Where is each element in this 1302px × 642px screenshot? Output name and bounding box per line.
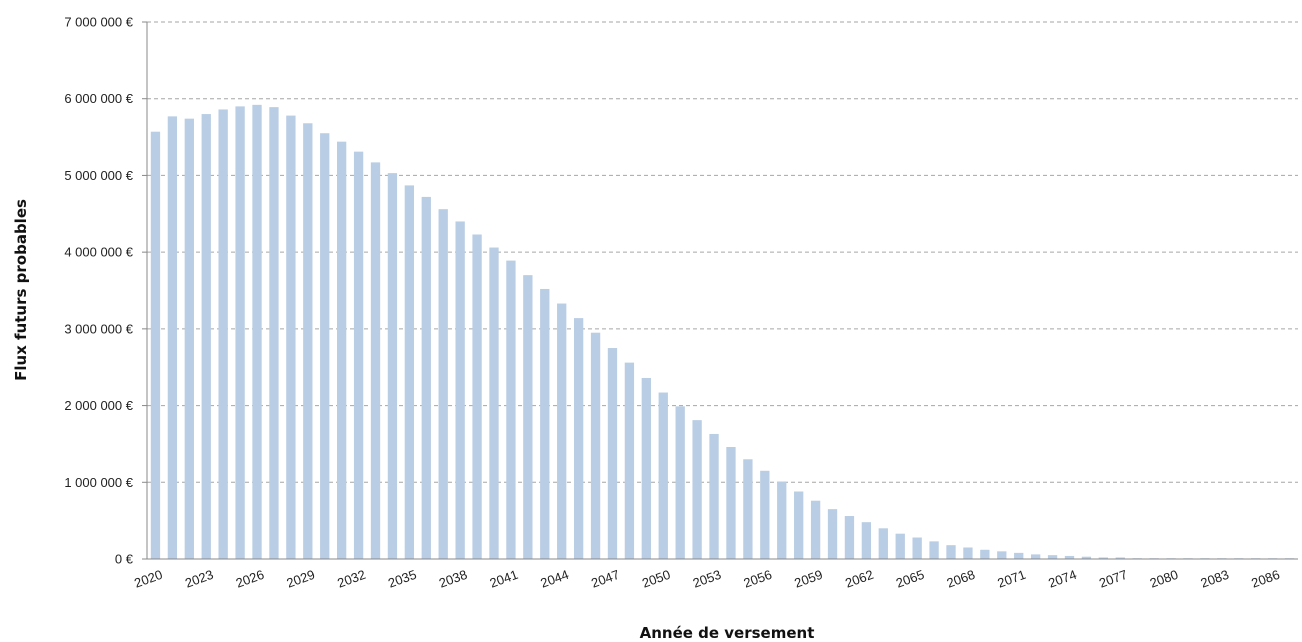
bar-2051 (675, 406, 685, 559)
x-tick-label: 2044 (538, 567, 570, 591)
bar-2037 (438, 209, 448, 559)
x-tick-label: 2068 (945, 567, 977, 591)
x-tick-label: 2056 (742, 567, 774, 591)
x-tick-label: 2041 (488, 567, 520, 591)
bar-2020 (150, 131, 161, 560)
bar-2061 (844, 516, 855, 559)
bar-2034 (387, 173, 398, 559)
bar-2026 (252, 104, 262, 559)
bar-2076 (1098, 557, 1109, 559)
bar-2048 (624, 362, 635, 559)
bar-2058 (794, 491, 804, 559)
x-tick-label: 2059 (792, 567, 824, 591)
bar-2031 (336, 141, 347, 559)
x-tick-label: 2047 (589, 567, 621, 591)
bar-2065 (912, 537, 922, 559)
bar-2029 (303, 123, 313, 560)
y-tick-labels: 0 € 1 000 000 € 2 000 000 € 3 000 000 € 4 00… (64, 15, 133, 567)
bar-2055 (743, 459, 753, 559)
bar-2023 (201, 114, 211, 560)
bar-2032 (353, 151, 364, 559)
bar-2039 (472, 234, 482, 559)
bar-2030 (320, 133, 330, 559)
bar-2059 (810, 500, 821, 559)
bar-2022 (184, 118, 194, 559)
bar-2062 (861, 522, 872, 559)
x-tick-label: 2062 (843, 567, 875, 591)
bar-2064 (895, 533, 905, 559)
x-tick-label: 2035 (386, 567, 418, 591)
bar-2044 (557, 303, 567, 559)
bar-2068 (963, 547, 973, 559)
bar-2073 (1047, 555, 1058, 559)
bar-2075 (1081, 556, 1092, 559)
x-tick-labels: 2020 2023 2026 2029 2032 2035 2038 2041 2044 2047… (132, 567, 1281, 591)
bar-2066 (929, 541, 939, 559)
bar-2074 (1064, 555, 1075, 559)
bar-2043 (540, 288, 550, 559)
bar-2077 (1115, 557, 1125, 559)
bar-2050 (658, 392, 668, 559)
bar-2072 (1030, 554, 1041, 559)
x-tick-label: 2071 (995, 567, 1027, 591)
x-tick-label: 2065 (894, 567, 926, 591)
y-tick-label: 0 € (115, 552, 134, 567)
x-tick-label: 2074 (1046, 567, 1078, 591)
bar-2057 (777, 481, 787, 559)
bar-2021 (167, 116, 178, 559)
bar-2053 (709, 433, 719, 559)
bar-2063 (878, 528, 888, 559)
x-tick-label: 2029 (285, 567, 317, 591)
y-tick-label: 2 000 000 € (64, 398, 133, 413)
bar-2024 (218, 109, 228, 559)
x-tick-label: 2050 (640, 567, 672, 591)
bar-2046 (590, 332, 601, 559)
x-tick-label: 2080 (1148, 567, 1180, 591)
y-tick-label: 7 000 000 € (64, 15, 133, 30)
x-axis-title: Année de versement (640, 624, 815, 642)
bar-2033 (370, 162, 381, 559)
x-tick-label: 2086 (1249, 567, 1281, 591)
bar-2070 (997, 551, 1007, 559)
bar-2045 (573, 318, 584, 559)
bar-2052 (692, 420, 702, 559)
bar-2047 (607, 348, 618, 559)
x-tick-label: 2032 (335, 567, 367, 591)
bar-2049 (641, 377, 651, 559)
bar-2041 (506, 260, 516, 559)
bar-2042 (523, 275, 533, 559)
bar-2028 (286, 115, 296, 559)
x-tick-label: 2083 (1199, 567, 1231, 591)
y-tick-label: 5 000 000 € (64, 168, 133, 183)
bar-2038 (455, 221, 465, 559)
x-tick-label: 2026 (234, 567, 266, 591)
bar-2056 (760, 470, 770, 559)
bars (150, 104, 1295, 560)
bar-2069 (980, 549, 990, 559)
bar-2025 (235, 106, 245, 559)
x-tick-label: 2077 (1097, 567, 1129, 591)
y-tick-label: 3 000 000 € (64, 321, 133, 336)
bar-2067 (946, 545, 956, 559)
x-tick-label: 2020 (132, 567, 164, 591)
bar-2060 (827, 509, 838, 559)
y-axis-title: Flux futurs probables (12, 199, 30, 381)
bar-2035 (404, 185, 415, 559)
y-tick-label: 4 000 000 € (64, 245, 133, 260)
gridlines (142, 21, 1298, 560)
axes (146, 22, 1298, 560)
x-tick-label: 2023 (183, 567, 215, 591)
bar-2027 (269, 107, 279, 559)
bar-2071 (1014, 552, 1024, 559)
bar-2040 (489, 247, 499, 560)
bar-2054 (726, 446, 736, 559)
x-tick-label: 2053 (691, 567, 723, 591)
bar-2036 (421, 196, 431, 559)
x-tick-label: 2038 (437, 567, 469, 591)
y-tick-label: 1 000 000 € (64, 475, 133, 490)
y-tick-label: 6 000 000 € (64, 91, 133, 106)
